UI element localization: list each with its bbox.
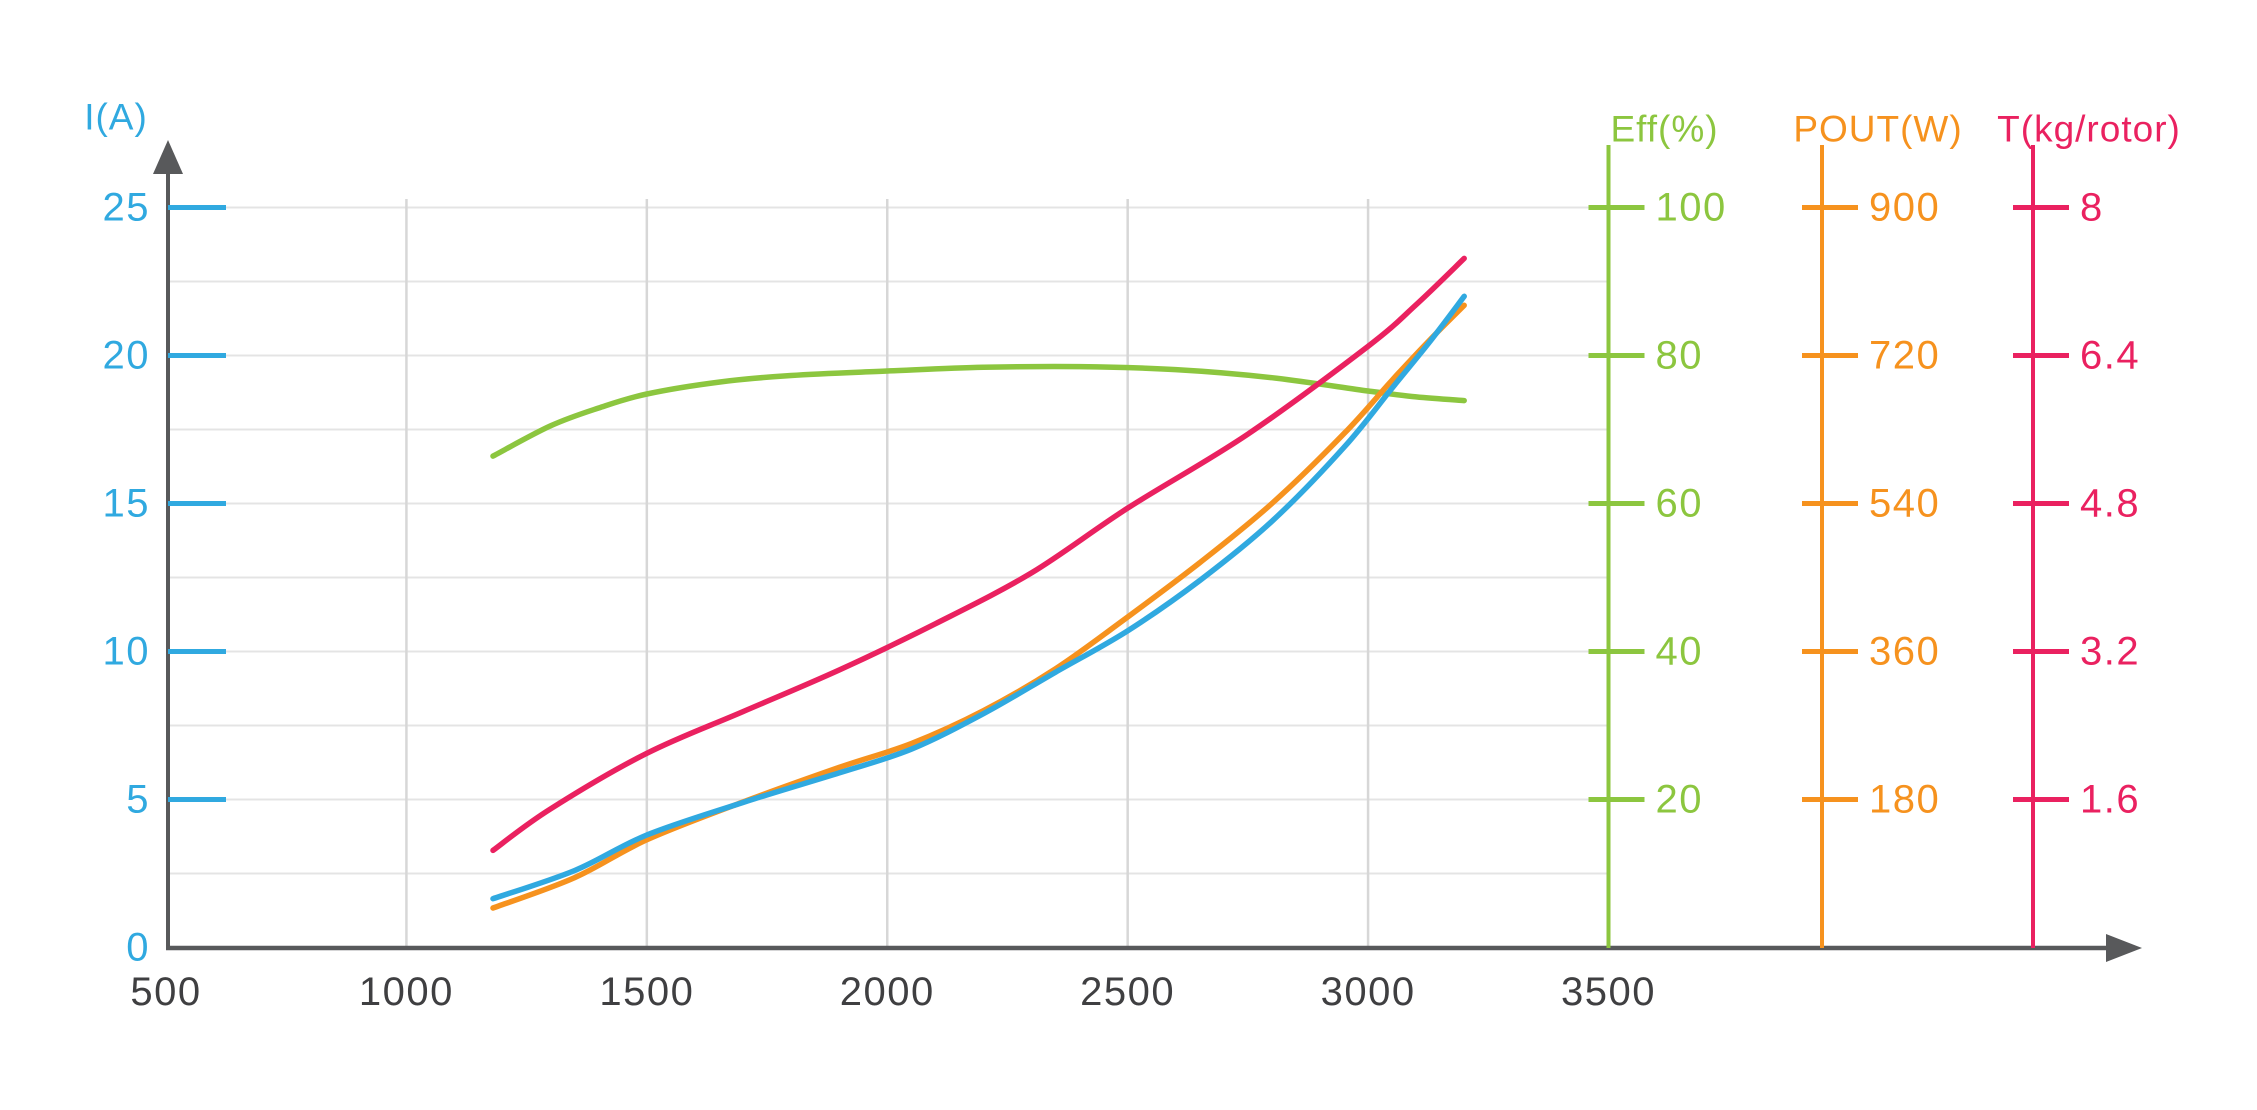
y-tick-label-power: 180 [1869, 778, 1940, 822]
y-tick-label-torque: 1.6 [2080, 778, 2140, 822]
y-axis-torque: 8 6.4 4.8 3.2 1.6 T(kg/rotor) [1997, 109, 2181, 948]
y-tick-label-torque: 3.2 [2080, 630, 2140, 674]
y-tick-label-current: 10 [103, 630, 151, 674]
y-axis-title-torque: T(kg/rotor) [1997, 109, 2181, 150]
x-tick-label: 3500 [1561, 970, 1656, 1014]
y-axis-efficiency: 100 80 60 40 20 Eff(%) [1588, 109, 1727, 948]
y-axis-title-efficiency: Eff(%) [1610, 109, 1718, 150]
y-tick-label-efficiency: 60 [1656, 482, 1704, 526]
curve-efficiency [490, 363, 1467, 459]
x-tick-label: 2000 [840, 970, 935, 1014]
x-tick-label: 1000 [359, 970, 454, 1014]
y-axis-power: 900 720 540 360 180 POUT(W) [1793, 109, 1962, 948]
curve-torque [490, 255, 1467, 854]
x-tick-label: 2500 [1080, 970, 1175, 1014]
x-tick-label: 500 [130, 970, 201, 1014]
x-tick-label: 1500 [599, 970, 694, 1014]
y-tick-label-current: 0 [126, 926, 150, 970]
y-tick-label-efficiency: 20 [1656, 778, 1704, 822]
x-axis-arrowhead [2106, 934, 2142, 962]
y-tick-label-current: 25 [103, 186, 151, 230]
y-tick-label-torque: 8 [2080, 186, 2104, 230]
curve-current [490, 293, 1467, 902]
y-tick-label-torque: 6.4 [2080, 334, 2140, 378]
x-tick-label: 3000 [1321, 970, 1416, 1014]
y-axis-current: 25 20 15 10 5 0 I(A) [84, 97, 226, 970]
y-tick-label-power: 540 [1869, 482, 1940, 526]
y-tick-label-power: 900 [1869, 186, 1940, 230]
y-tick-label-current: 20 [103, 334, 151, 378]
vertical-gridlines [405, 199, 1370, 946]
y-tick-label-torque: 4.8 [2080, 482, 2140, 526]
y-tick-label-efficiency: 80 [1656, 334, 1704, 378]
x-axis: 500 1000 1500 2000 2500 3000 3500 [130, 934, 2142, 1014]
curves [490, 255, 1467, 911]
y-tick-label-efficiency: 40 [1656, 630, 1704, 674]
y-tick-label-efficiency: 100 [1656, 186, 1727, 230]
y-tick-label-current: 5 [126, 778, 150, 822]
y-tick-label-power: 720 [1869, 334, 1940, 378]
y-axis-title-current: I(A) [84, 97, 148, 138]
y-tick-label-current: 15 [103, 482, 151, 526]
y-axis-title-power: POUT(W) [1793, 109, 1962, 150]
y-axis-arrowhead [153, 140, 183, 174]
y-tick-label-power: 360 [1869, 630, 1940, 674]
